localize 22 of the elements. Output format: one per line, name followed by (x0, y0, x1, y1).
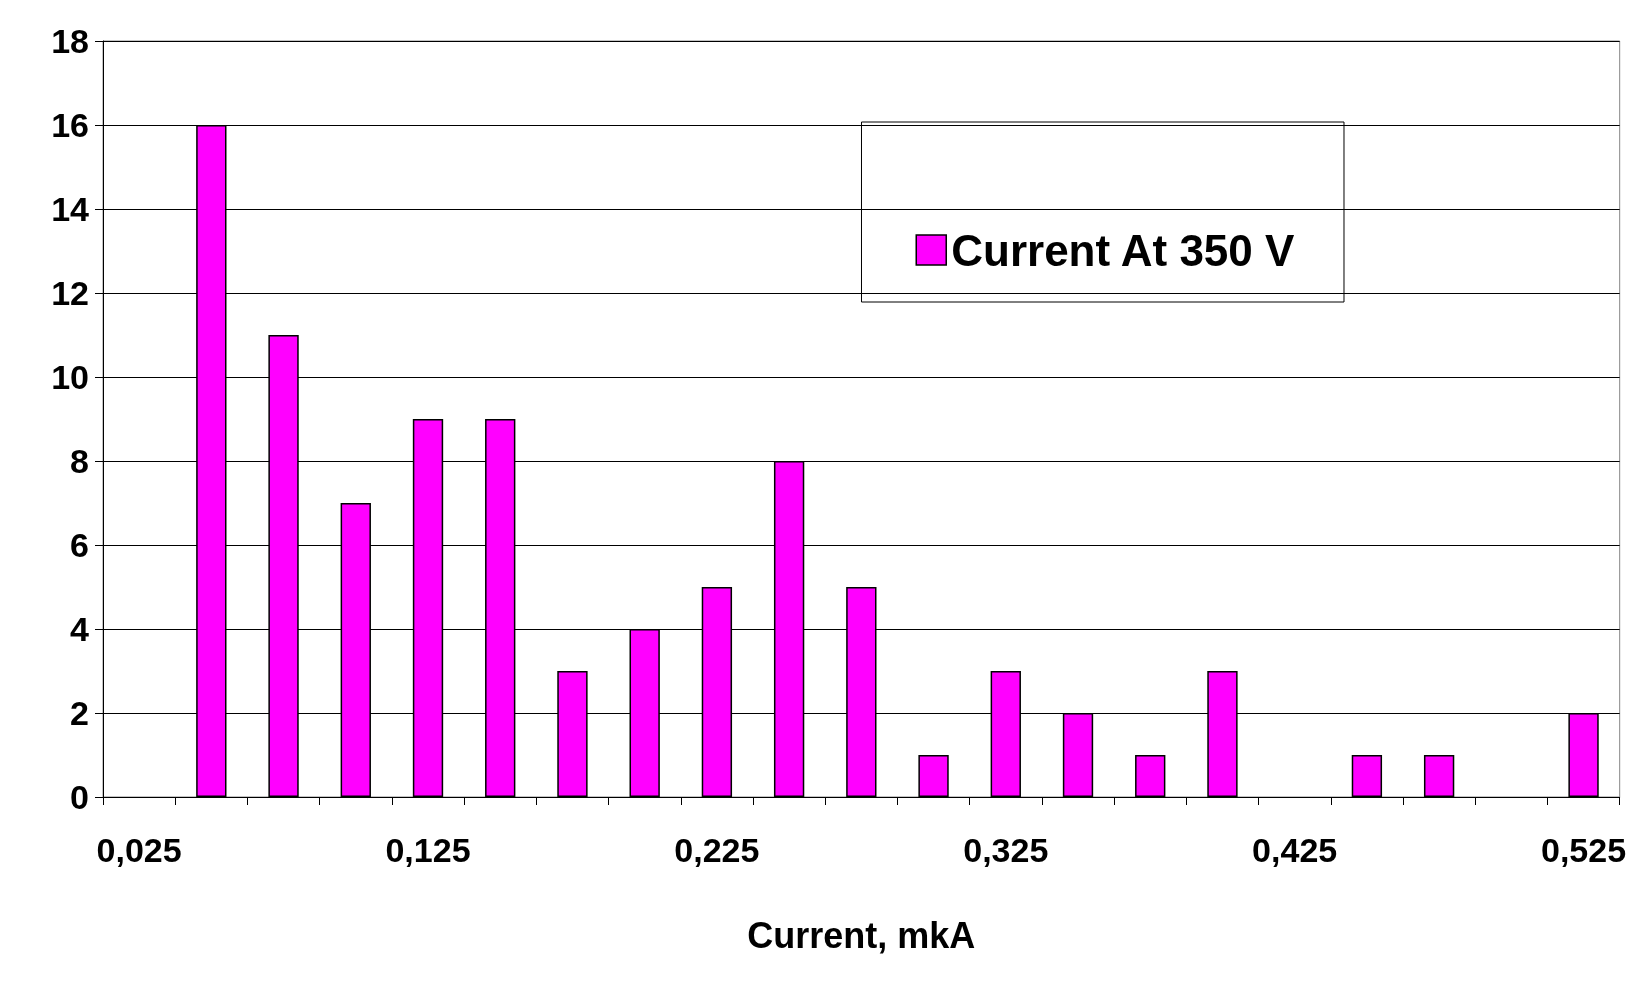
legend-label: Current At 350 V (951, 225, 1296, 275)
y-tick-label: 8 (70, 442, 89, 480)
x-tick-label: 0,025 (96, 831, 182, 869)
bar (918, 755, 949, 797)
x-tick-label: 0,125 (385, 831, 471, 869)
y-tick-label: 4 (70, 610, 90, 648)
y-tick-label: 0 (70, 778, 89, 816)
x-tick-label: 0,525 (1541, 831, 1627, 869)
y-tick-label: 14 (51, 190, 90, 228)
bar (1135, 755, 1166, 797)
y-tick-label: 6 (70, 526, 89, 564)
y-tick-label: 10 (51, 358, 89, 396)
y-tick-label: 16 (51, 106, 89, 144)
x-axis-title: Current, mkA (747, 914, 976, 956)
x-tick-label: 0,425 (1252, 831, 1338, 869)
y-tick-label: 18 (51, 22, 89, 60)
bar (1351, 755, 1383, 797)
x-tick-label: 0,225 (674, 831, 760, 869)
y-tick-label: 2 (70, 694, 89, 732)
y-tick-label: 12 (51, 274, 89, 312)
x-tick-label: 0,325 (963, 831, 1049, 869)
bar (1423, 755, 1455, 797)
